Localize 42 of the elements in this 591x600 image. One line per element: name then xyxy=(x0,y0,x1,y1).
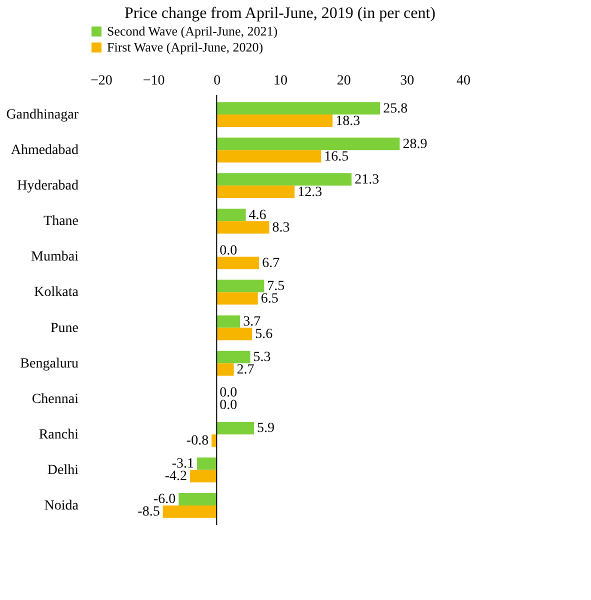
data-label: 8.3 xyxy=(272,220,290,236)
y-tick-label: Mumbai xyxy=(31,250,79,265)
x-tick-label: 10 xyxy=(274,74,288,88)
data-label: -0.8 xyxy=(186,434,209,449)
x-tick-label: −10 xyxy=(142,74,165,88)
data-label: 28.9 xyxy=(402,136,428,152)
x-tick-label: 30 xyxy=(400,74,414,88)
x-tick-label: 40 xyxy=(456,74,470,88)
data-label: 0.0 xyxy=(220,398,238,414)
data-label: 21.3 xyxy=(354,172,380,188)
y-tick-label: Hyderabad xyxy=(17,178,78,194)
data-label: 18.3 xyxy=(336,114,360,129)
y-tick-label: Ranchi xyxy=(38,427,79,442)
legend-label: First Wave (April-June, 2020) xyxy=(107,40,264,54)
y-tick-label: Gandhinagar xyxy=(6,108,79,123)
y-tick-label: Chennai xyxy=(32,392,79,407)
data-label: 2.7 xyxy=(236,362,254,378)
data-label: 4.6 xyxy=(248,208,266,223)
data-label: 5.9 xyxy=(257,421,275,436)
legend-label: Second Wave (April-June, 2021) xyxy=(107,24,278,38)
y-tick-label: Ahmedabad xyxy=(10,143,78,158)
x-tick-label: 0 xyxy=(214,74,221,88)
data-label: 0.0 xyxy=(220,386,238,401)
data-label: 16.5 xyxy=(324,149,349,164)
data-label: 0.0 xyxy=(220,243,238,258)
y-tick-label: Delhi xyxy=(47,462,79,478)
y-tick-label: Noida xyxy=(44,498,80,514)
data-label: 5.3 xyxy=(253,350,271,366)
data-label: 6.7 xyxy=(262,256,280,271)
data-label: -8.5 xyxy=(138,504,160,520)
data-label: 12.3 xyxy=(298,184,322,200)
y-tick-label: Pune xyxy=(50,320,78,336)
x-tick-label: 20 xyxy=(336,74,351,88)
data-label: 25.8 xyxy=(383,101,408,116)
y-tick-label: Bengaluru xyxy=(20,356,78,372)
y-tick-label: Thane xyxy=(44,214,78,230)
data-label: -3.1 xyxy=(172,456,194,472)
y-tick-label: Kolkata xyxy=(34,285,80,300)
data-label: -6.0 xyxy=(153,492,176,508)
data-label: -4.2 xyxy=(164,469,188,484)
chart-title: Price change from April-June, 2019 (in per cent) xyxy=(124,5,436,22)
x-tick-label: −20 xyxy=(90,74,112,88)
